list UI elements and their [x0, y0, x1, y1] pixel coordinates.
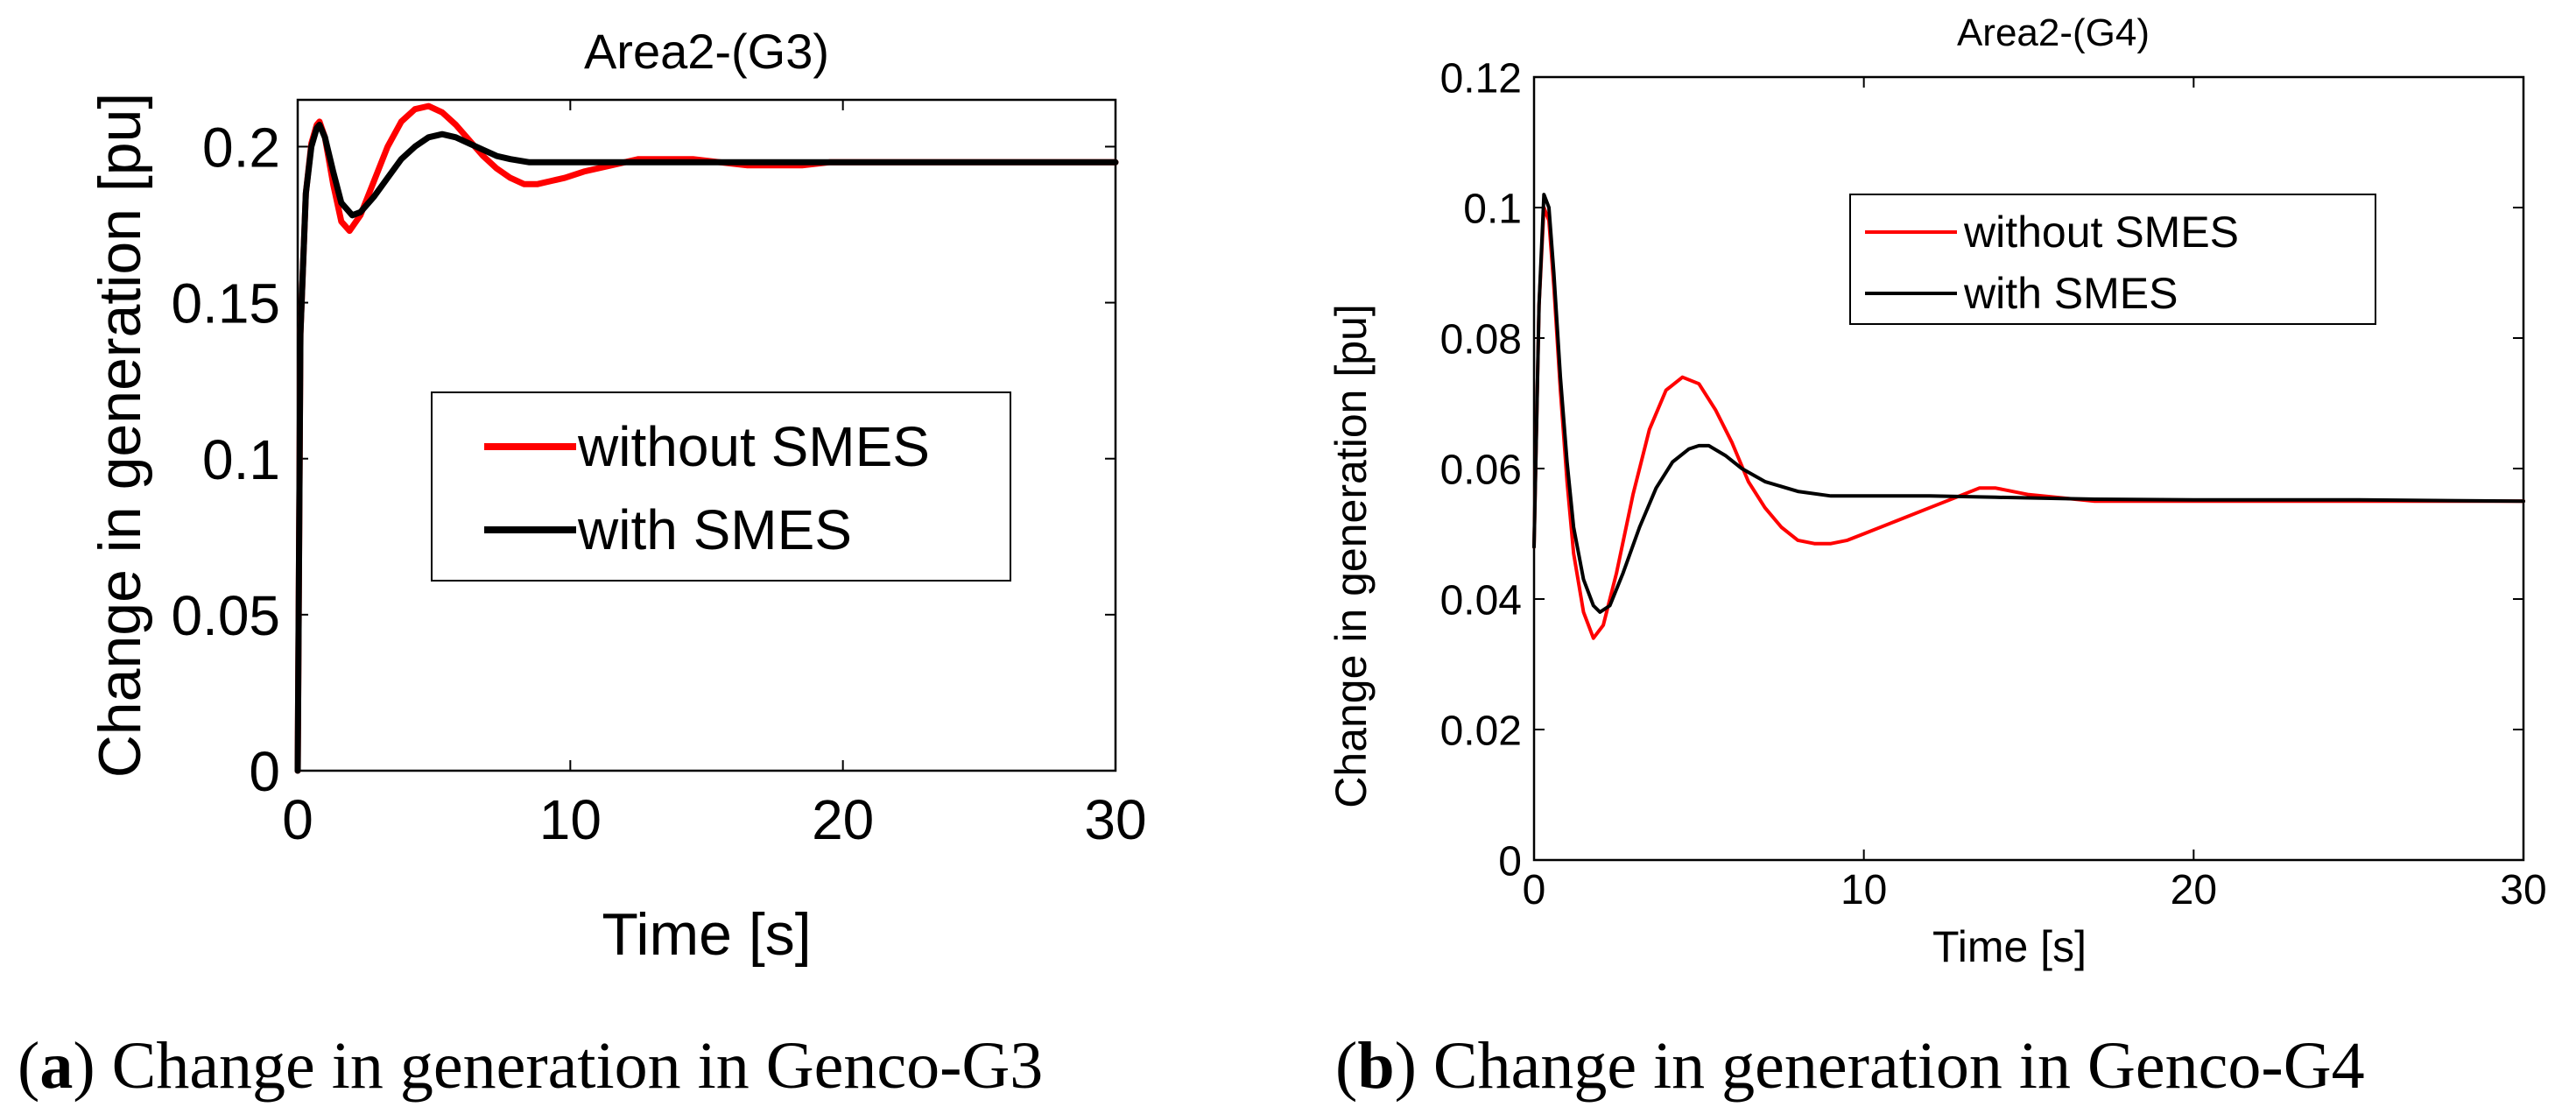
chart-b-xtick-label: 30	[2500, 867, 2546, 913]
chart-a-ytick-label: 0	[249, 740, 280, 803]
chart-b-series-with-smes	[1532, 193, 2525, 614]
chart-a-series-with-smes	[294, 122, 1119, 774]
caption-a: (a) Change in generation in Genco-G3	[18, 1029, 1043, 1103]
chart-a-xtick-label: 30	[1084, 788, 1146, 851]
caption-b-text: Change in generation in Genco-G4	[1433, 1029, 2365, 1103]
chart-b: Area2-(G4) 0 10 20 30 0 0.02 0.04 0.06 0.08 0.1 0.…	[1327, 11, 2547, 971]
chart-a-legend-label-without-smes: without SMES	[577, 415, 930, 478]
chart-b-xtick-label: 10	[1841, 867, 1887, 913]
chart-a-legend-box	[431, 391, 1011, 582]
chart-b-ytick-label: 0.02	[1440, 708, 1522, 754]
chart-b-legend-label-without-smes: without SMES	[1963, 208, 2239, 257]
chart-a-ytick-label: 0.05	[171, 584, 280, 647]
chart-b-x-axis-label: Time [s]	[1932, 922, 2087, 971]
chart-a-y-axis-label: Change in generation [pu]	[87, 93, 153, 779]
chart-a-title: Area2-(G3)	[584, 24, 829, 79]
chart-b-ytick-label: 0.12	[1440, 55, 1522, 102]
chart-a-xtick-label: 0	[282, 788, 313, 851]
chart-b-y-axis-label: Change in generation [pu]	[1327, 304, 1376, 807]
chart-a: Area2-(G3) 0 10 20 30 0 0.05 0.1 0.15 0.2 Time […	[87, 24, 1147, 968]
chart-b-ytick-label: 0.06	[1440, 447, 1522, 493]
caption-a-text: Change in generation in Genco-G3	[112, 1029, 1044, 1103]
chart-b-xtick-label: 20	[2171, 867, 2217, 913]
chart-b-ytick-label: 0.08	[1440, 316, 1522, 363]
caption-a-letter: a	[39, 1029, 73, 1103]
chart-a-x-axis-label: Time [s]	[602, 901, 811, 968]
chart-a-legend: without SMES with SMES	[431, 391, 1011, 582]
chart-b-series-without-smes	[1532, 206, 2525, 640]
chart-a-ytick-label: 0.15	[171, 272, 280, 335]
caption-b-letter: b	[1357, 1029, 1394, 1103]
chart-a-xtick-label: 20	[812, 788, 874, 851]
chart-b-legend-box	[1849, 194, 2376, 325]
chart-a-series	[294, 102, 1119, 774]
chart-b-ytick-label: 0.04	[1440, 577, 1522, 624]
chart-a-legend-label-with-smes: with SMES	[577, 498, 852, 561]
chart-b-ticks: 0 10 20 30 0 0.02 0.04 0.06 0.08 0.1 0.12	[1440, 55, 2547, 913]
chart-b-xtick-label: 0	[1523, 867, 1546, 913]
chart-b-ytick-label: 0	[1498, 838, 1522, 885]
chart-b-series	[1532, 193, 2525, 640]
chart-b-ytick-label: 0.1	[1463, 186, 1522, 232]
chart-a-ytick-label: 0.1	[202, 428, 280, 491]
chart-a-ytick-label: 0.2	[202, 116, 280, 179]
chart-b-title: Area2-(G4)	[1957, 11, 2150, 54]
chart-a-ticks: 0 10 20 30 0 0.05 0.1 0.15 0.2	[171, 100, 1147, 851]
chart-b-legend: without SMES with SMES	[1849, 194, 2376, 325]
caption-b: (b) Change in generation in Genco-G4	[1335, 1029, 2365, 1103]
chart-a-xtick-label: 10	[539, 788, 602, 851]
chart-b-legend-label-with-smes: with SMES	[1963, 269, 2178, 318]
